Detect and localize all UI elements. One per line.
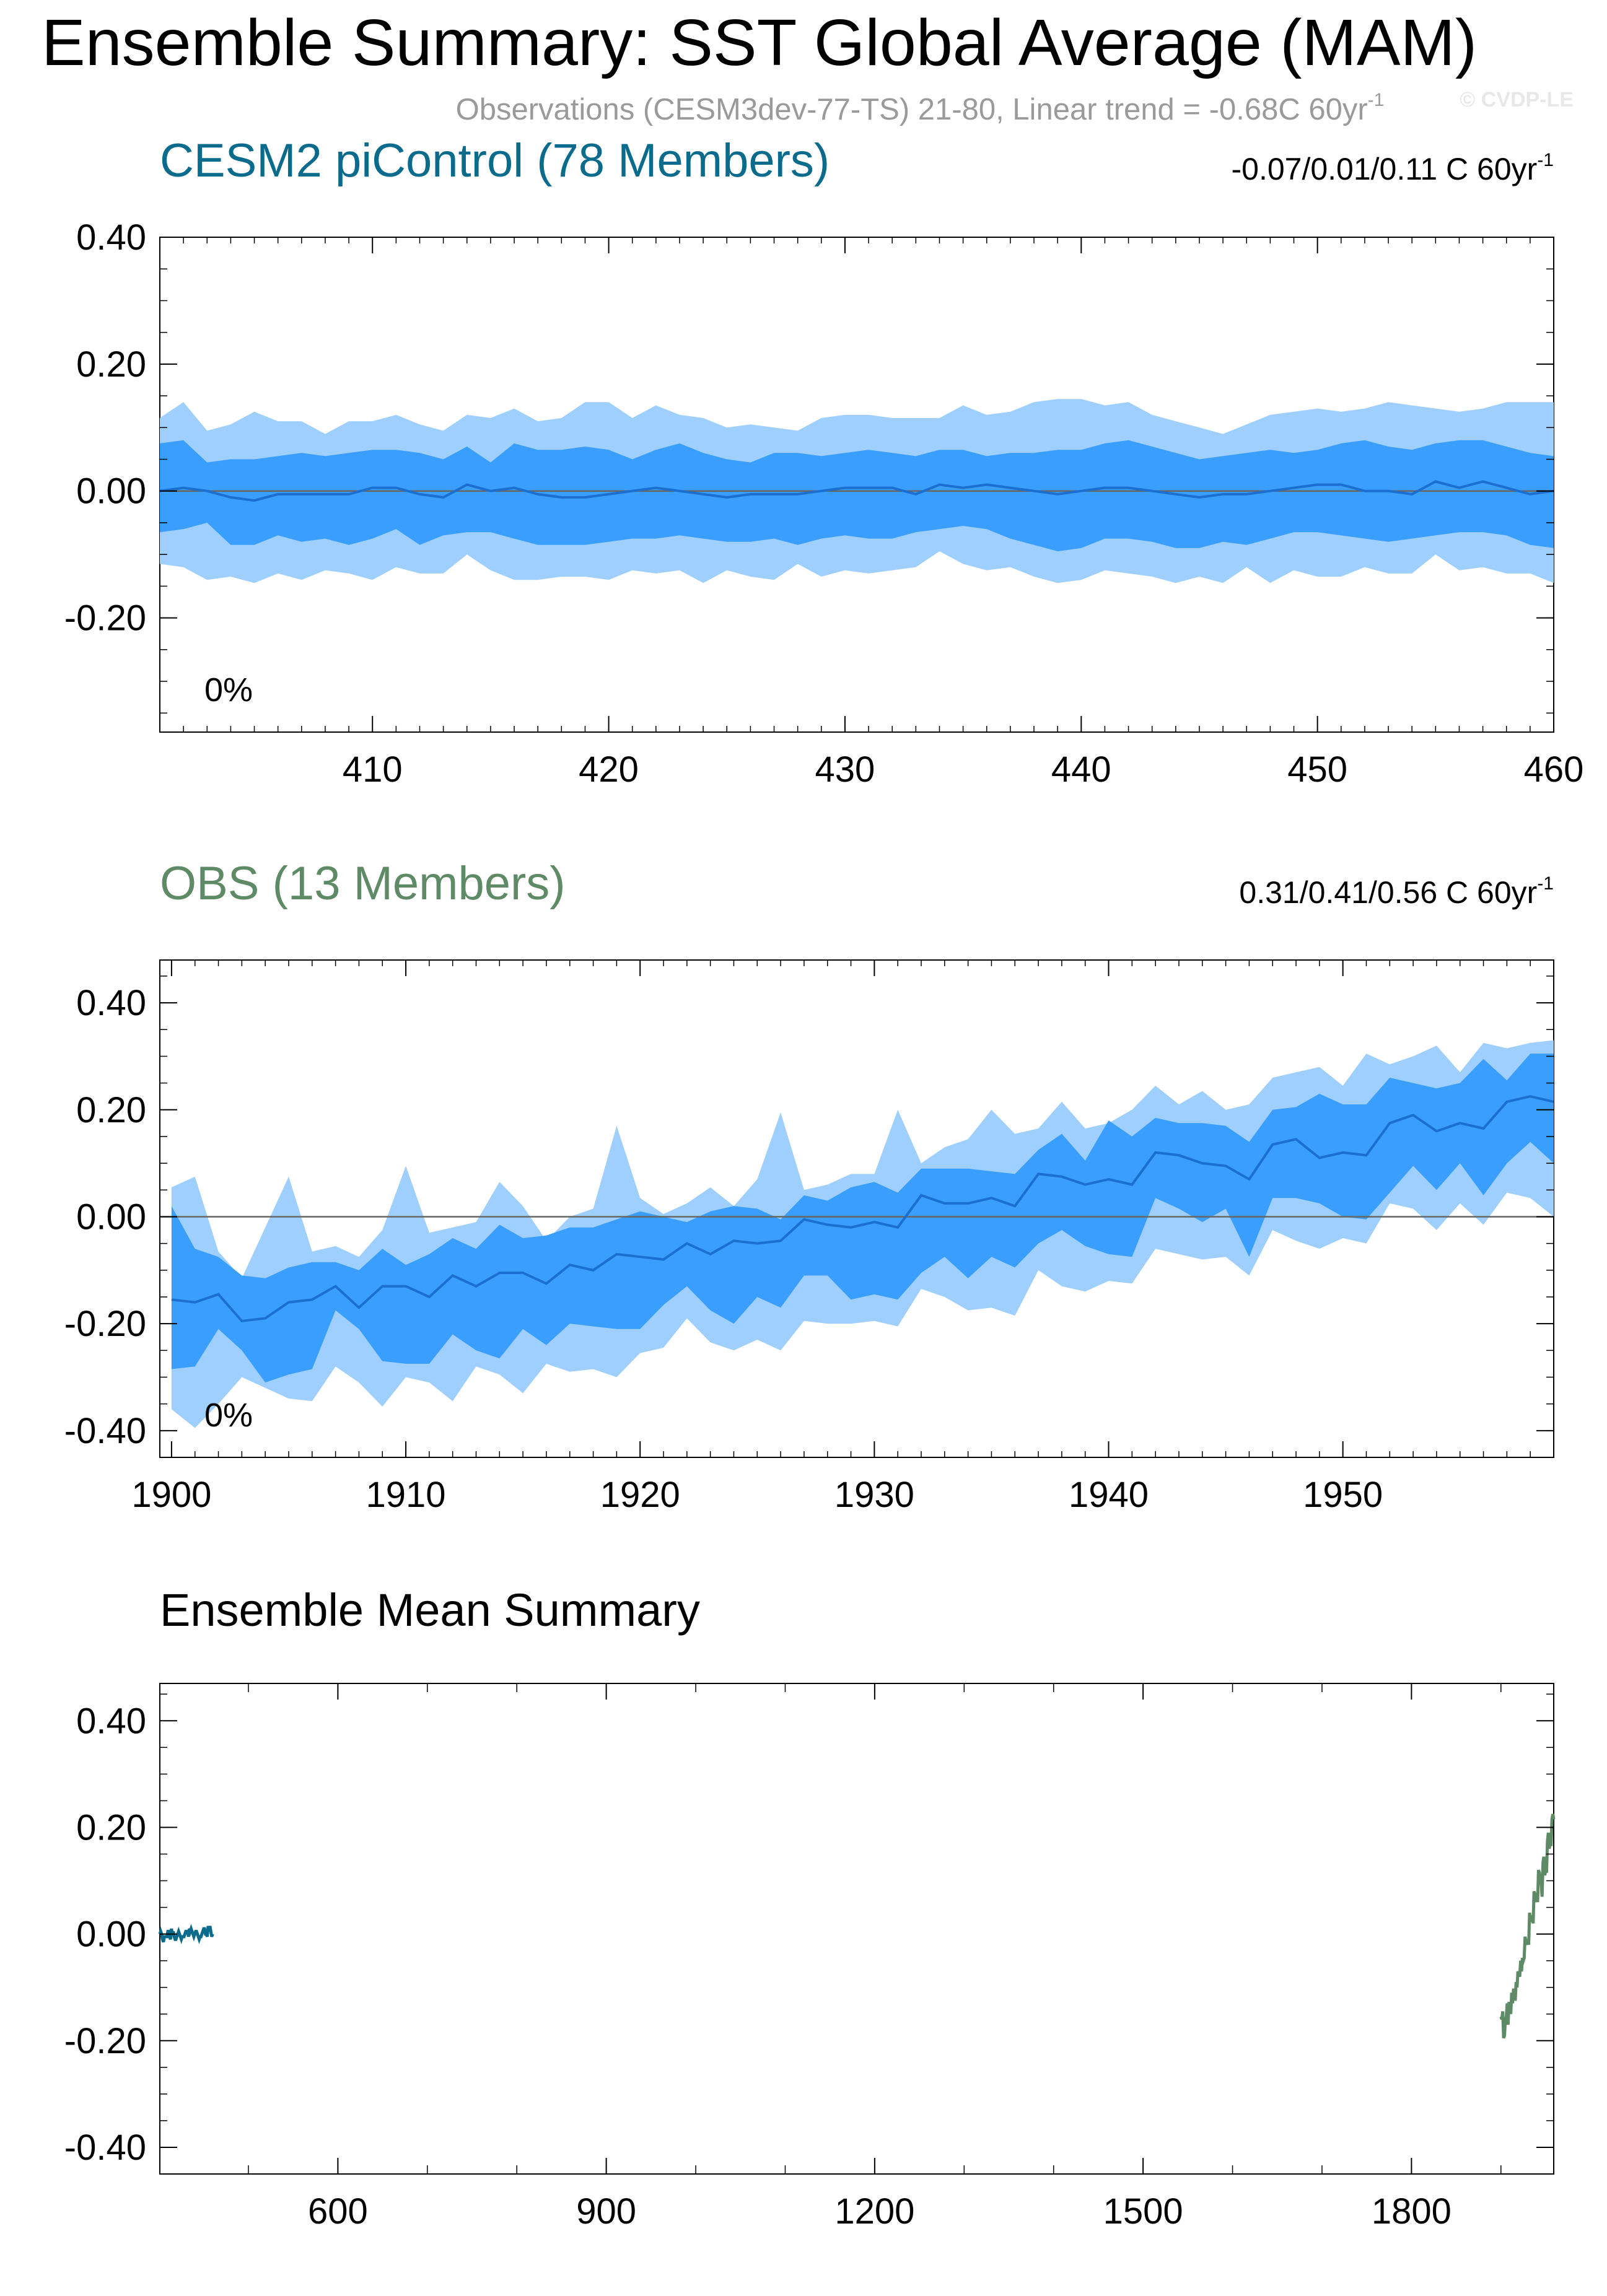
y-tick-label: -0.20: [64, 1304, 146, 1344]
y-tick-label: 0.20: [76, 1090, 146, 1130]
x-tick-label: 440: [1051, 749, 1111, 790]
trend-label-cesm: -0.07/0.01/0.11 C 60yr-1: [1231, 150, 1554, 186]
y-tick-label: 0.00: [76, 1197, 146, 1237]
x-tick-label: 450: [1287, 749, 1347, 790]
x-tick-label: 1930: [834, 1475, 914, 1515]
panel-title-cesm: CESM2 piControl (78 Members): [160, 134, 830, 187]
x-tick-label: 1910: [366, 1475, 446, 1515]
summary-series-obs: [1499, 1814, 1556, 2039]
x-tick-label: 420: [579, 749, 639, 790]
y-tick-label: -0.40: [64, 1411, 146, 1451]
x-tick-label: 600: [308, 2191, 368, 2232]
y-tick-label: 0.00: [76, 471, 146, 512]
x-tick-label: 900: [576, 2191, 636, 2232]
panel-title-summary: Ensemble Mean Summary: [160, 1584, 700, 1636]
y-tick-label: -0.20: [64, 2021, 146, 2061]
plot-frame-summary: [159, 1683, 1554, 2175]
band-25-75-obs: [171, 1054, 1554, 1383]
band-25-75-cesm: [160, 440, 1554, 552]
y-tick-label: -0.40: [64, 2128, 146, 2168]
panel-obs: OBS (13 Members) 0.31/0.41/0.56 C 60yr-1…: [64, 857, 1554, 1515]
copyright-watermark: © CVDP-LE: [1460, 88, 1574, 111]
x-tick-label: 1900: [131, 1475, 211, 1515]
figure-title: Ensemble Summary: SST Global Average (MA…: [42, 6, 1477, 79]
x-tick-label: 460: [1524, 749, 1584, 790]
y-tick-label: -0.20: [64, 598, 146, 639]
x-tick-label: 430: [815, 749, 875, 790]
x-tick-label: 1800: [1372, 2191, 1452, 2232]
panel-ensemble-mean-summary: Ensemble Mean Summary 600 900 1200 1500 1800…: [64, 1584, 1556, 2232]
y-tick-label: 0.40: [76, 217, 146, 258]
y-tick-label: 0.20: [76, 1807, 146, 1848]
x-tick-label: 1500: [1103, 2191, 1183, 2232]
trend-label-obs: 0.31/0.41/0.56 C 60yr-1: [1239, 873, 1554, 910]
y-tick-label: 0.20: [76, 344, 146, 385]
y-tick-label: 0.40: [76, 1701, 146, 1741]
ensemble-mean-line-cesm: [159, 480, 1554, 502]
y-tick-label: 0.40: [76, 983, 146, 1023]
percent-label-cesm: 0%: [204, 671, 253, 709]
x-tick-label: 410: [343, 749, 403, 790]
panel-title-obs: OBS (13 Members): [160, 857, 566, 910]
x-tick-label: 1200: [834, 2191, 914, 2232]
y-tick-label: 0.00: [76, 1914, 146, 1955]
percent-label-obs: 0%: [204, 1397, 253, 1434]
panel-cesm-piControl: CESM2 piControl (78 Members) -0.07/0.01/…: [64, 134, 1584, 790]
summary-series-cesm: [158, 1924, 214, 1945]
x-tick-label: 1920: [600, 1475, 680, 1515]
figure-subtitle: Observations (CESM3dev-77-TS) 21-80, Lin…: [456, 90, 1385, 126]
x-tick-label: 1950: [1303, 1475, 1383, 1515]
x-tick-label: 1940: [1069, 1475, 1149, 1515]
ensemble-mean-line-obs: [171, 1095, 1554, 1322]
